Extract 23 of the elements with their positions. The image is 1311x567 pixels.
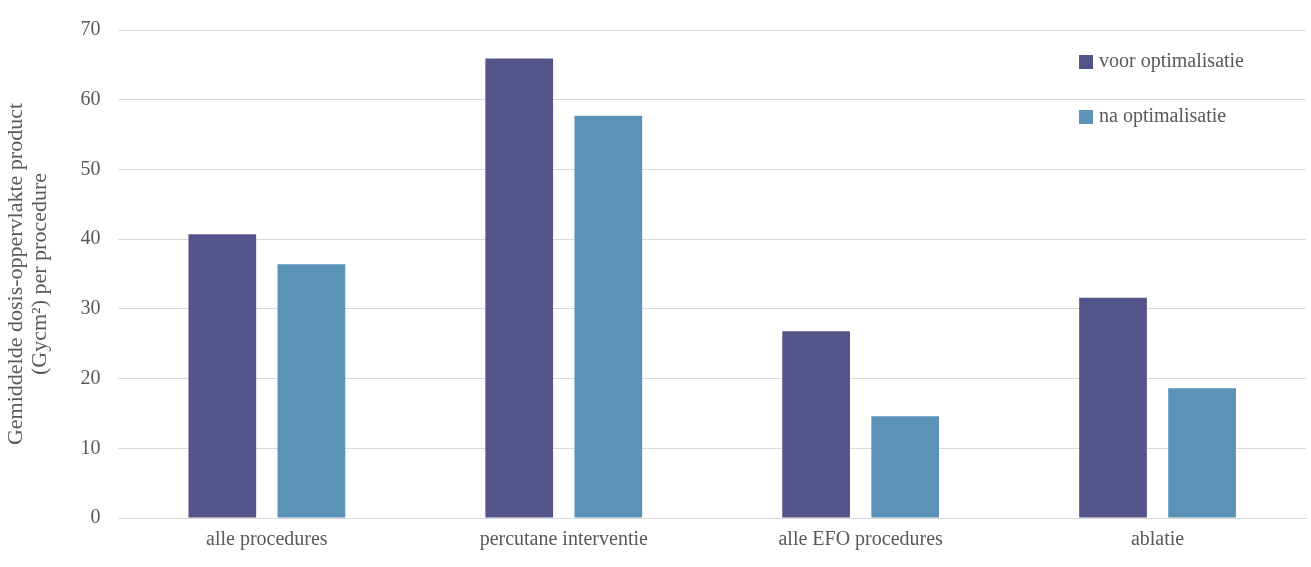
x-tick-label: alle procedures (206, 527, 328, 551)
legend-label: voor optimalisatie (1099, 49, 1245, 73)
legend-label: na optimalisatie (1099, 104, 1227, 128)
bar (277, 264, 346, 518)
y-tick-label: 70 (80, 17, 101, 40)
y-tick-label: 30 (80, 296, 101, 319)
y-tick-label: 10 (80, 435, 101, 458)
y-tick-label: 20 (80, 365, 101, 388)
y-tick-label: 60 (80, 86, 101, 109)
x-tick-label: alle EFO procedures (778, 527, 944, 551)
bar (188, 234, 257, 518)
bar (574, 115, 643, 518)
bar (1079, 297, 1147, 518)
y-axis-title: Gemiddelde dosis-oppervlakte product (Gycm²) per procedure (1, 102, 52, 446)
x-tick-label: percutane interventie (479, 527, 648, 551)
y-tick-label: 0 (90, 505, 101, 528)
x-tick-label: ablatie (1130, 527, 1185, 550)
y-tick-label: 50 (80, 156, 101, 179)
bar (485, 58, 554, 518)
bar (782, 331, 850, 518)
bar (1168, 388, 1236, 518)
y-tick-label: 40 (80, 226, 101, 249)
bar (871, 416, 940, 518)
